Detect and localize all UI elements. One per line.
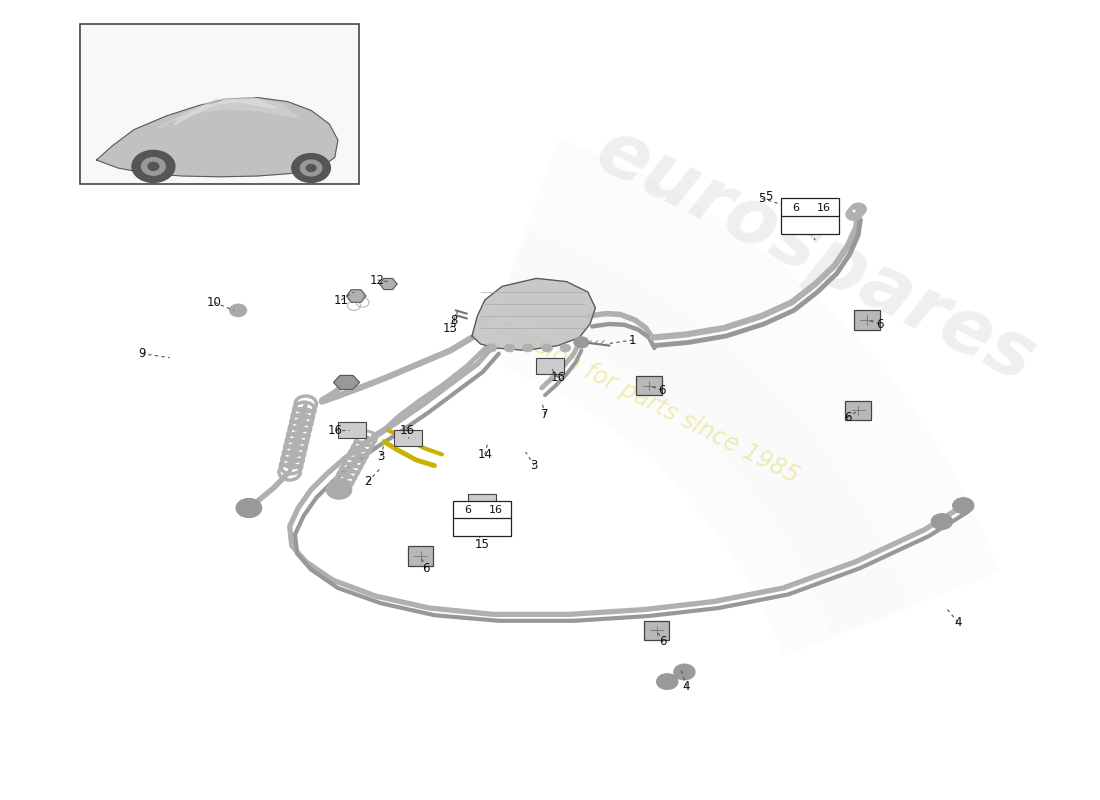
Text: 6: 6 <box>792 202 800 213</box>
Text: 10: 10 <box>207 296 222 309</box>
Text: 2: 2 <box>364 475 372 488</box>
Polygon shape <box>845 401 871 420</box>
Polygon shape <box>97 98 338 177</box>
Polygon shape <box>174 99 277 125</box>
Circle shape <box>673 664 695 680</box>
Text: 11: 11 <box>333 294 349 306</box>
Text: eurospares: eurospares <box>583 114 1047 398</box>
FancyBboxPatch shape <box>537 358 564 374</box>
Polygon shape <box>854 310 880 330</box>
Circle shape <box>931 514 953 530</box>
Circle shape <box>292 154 330 182</box>
Polygon shape <box>158 98 298 128</box>
Circle shape <box>326 480 352 499</box>
Circle shape <box>541 344 552 352</box>
FancyBboxPatch shape <box>338 422 366 438</box>
Circle shape <box>953 498 974 514</box>
Text: 4: 4 <box>683 680 691 693</box>
FancyBboxPatch shape <box>781 198 839 234</box>
Text: 14: 14 <box>477 448 493 461</box>
Polygon shape <box>346 290 366 302</box>
Text: 16: 16 <box>817 202 830 213</box>
Polygon shape <box>408 546 433 566</box>
Text: 3: 3 <box>530 459 538 472</box>
Text: 5: 5 <box>766 190 773 202</box>
Text: 16: 16 <box>488 505 503 515</box>
Text: 6: 6 <box>876 318 883 330</box>
Text: 6: 6 <box>844 411 851 424</box>
Polygon shape <box>333 375 360 390</box>
Text: 16: 16 <box>327 424 342 437</box>
Text: 8: 8 <box>450 314 458 326</box>
Text: 6: 6 <box>658 384 666 397</box>
Text: 5: 5 <box>758 192 766 205</box>
Text: 1: 1 <box>629 334 637 346</box>
Text: 4: 4 <box>954 616 961 629</box>
Circle shape <box>300 160 321 176</box>
Polygon shape <box>636 376 662 395</box>
Circle shape <box>236 498 262 518</box>
Text: 3: 3 <box>377 450 385 462</box>
Circle shape <box>486 344 497 352</box>
Text: 16: 16 <box>550 371 565 384</box>
Text: 6: 6 <box>464 505 471 515</box>
FancyBboxPatch shape <box>394 430 421 446</box>
Circle shape <box>657 674 678 690</box>
Circle shape <box>574 337 589 348</box>
Circle shape <box>306 164 316 172</box>
Circle shape <box>230 304 246 317</box>
Polygon shape <box>379 278 397 290</box>
Text: a passion for parts since 1985: a passion for parts since 1985 <box>474 304 803 488</box>
Circle shape <box>148 162 158 170</box>
Circle shape <box>522 344 534 352</box>
Circle shape <box>132 150 175 182</box>
Text: 6: 6 <box>422 562 430 574</box>
FancyBboxPatch shape <box>453 501 510 536</box>
Text: 6: 6 <box>659 635 667 648</box>
Text: 13: 13 <box>443 322 458 334</box>
Text: 16: 16 <box>400 424 415 437</box>
Text: 12: 12 <box>370 274 385 286</box>
FancyBboxPatch shape <box>468 494 496 510</box>
Polygon shape <box>644 621 670 640</box>
FancyBboxPatch shape <box>80 24 360 184</box>
Text: 7: 7 <box>541 408 549 421</box>
Text: 15: 15 <box>474 538 490 551</box>
Circle shape <box>504 344 515 352</box>
Circle shape <box>560 344 571 352</box>
Circle shape <box>142 158 165 175</box>
Polygon shape <box>472 278 595 350</box>
Text: 9: 9 <box>138 347 145 360</box>
